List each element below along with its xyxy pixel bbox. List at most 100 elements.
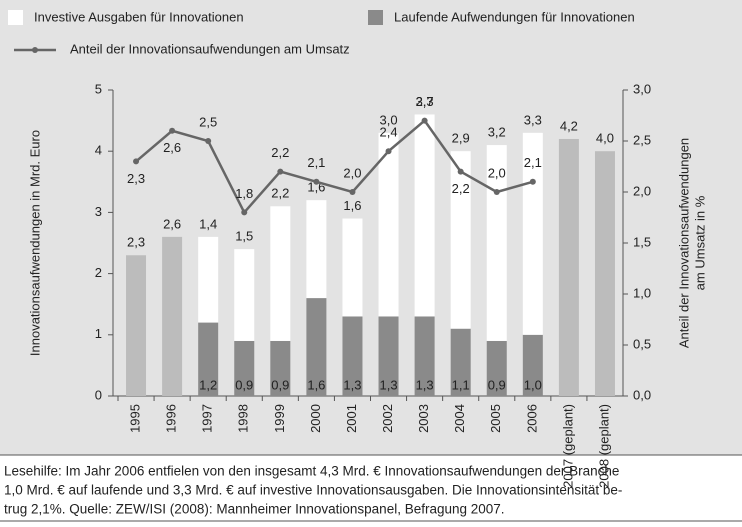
line-point: [385, 148, 392, 155]
y2-axis-label: am Umsatz in %: [692, 195, 707, 290]
bar: [378, 316, 399, 396]
y2-tick-label: 1,0: [633, 285, 651, 300]
data-label: 1,3: [343, 377, 361, 392]
bar: [234, 249, 255, 341]
x-tick-label: 2008 (geplant): [596, 404, 611, 488]
bar: [378, 132, 399, 317]
data-label: 2,2: [452, 181, 470, 196]
bar: [306, 298, 327, 396]
y-tick-label: 2: [95, 265, 102, 280]
data-label: 1,0: [524, 377, 542, 392]
y2-tick-label: 0,5: [633, 336, 651, 351]
y-tick-label: 3: [95, 204, 102, 219]
y2-tick-label: 3,0: [633, 81, 651, 96]
line-point: [133, 158, 140, 165]
line-point: [349, 189, 356, 195]
data-label: 2,2: [271, 186, 289, 201]
line-point: [241, 209, 248, 216]
y2-tick-label: 1,5: [633, 234, 651, 249]
bar: [162, 236, 183, 396]
x-tick-label: 2000: [308, 404, 323, 433]
legend-swatch: [368, 10, 383, 25]
bar: [522, 334, 543, 396]
data-label: 2,6: [163, 140, 181, 155]
line-point: [169, 127, 176, 134]
data-label: 1,8: [235, 186, 253, 201]
x-tick-label: 2004: [452, 404, 467, 433]
bar: [198, 236, 219, 323]
data-label: 2,3: [127, 171, 145, 186]
bar: [414, 114, 435, 317]
legend-label: Anteil der Innovationsaufwendungen am Um…: [70, 41, 350, 56]
y-tick-label: 4: [95, 143, 102, 158]
note: trug 2,1%. Quelle: ZEW/ISI (2008): Mannh…: [4, 502, 505, 517]
x-tick-label: 1996: [164, 404, 179, 433]
data-label: 2,3: [127, 235, 145, 250]
legend-label: Investive Ausgaben für Innovationen: [34, 9, 244, 24]
data-label: 1,1: [452, 377, 470, 392]
line: [135, 118, 534, 215]
bar: [486, 340, 507, 396]
x-tick-label: 2001: [344, 404, 359, 433]
x-tick-label: 1998: [236, 404, 251, 433]
bar: [558, 138, 579, 396]
bar: [270, 340, 291, 396]
legend-swatch: [8, 10, 23, 25]
data-label: 2,0: [488, 165, 506, 180]
line-point: [457, 168, 464, 175]
data-label: 0,9: [488, 377, 506, 392]
bar: [198, 322, 219, 396]
data-label: 1,6: [307, 377, 325, 392]
data-label: 3,3: [524, 112, 542, 127]
y2-tick-label: 0,0: [633, 387, 651, 402]
x-tick-label: 2006: [524, 404, 539, 433]
line-point: [421, 117, 428, 124]
x-tick-label: 1999: [272, 404, 287, 433]
bar: [414, 316, 435, 396]
bar: [126, 255, 147, 396]
data-label: 1,3: [416, 377, 434, 392]
data-label: 3,2: [488, 125, 506, 140]
bar: [270, 206, 291, 341]
bar: [450, 328, 471, 396]
legend-point: [32, 47, 38, 53]
data-label: 2,5: [199, 114, 217, 129]
data-label: 1,2: [199, 377, 217, 392]
legend-label: Laufende Aufwendungen für Innovationen: [394, 9, 635, 24]
data-label: 1,6: [343, 198, 361, 213]
data-label: 2,9: [452, 131, 470, 146]
x-tick-label: 1997: [200, 404, 215, 433]
y2-axis-label: Anteil der Innovationsaufwendungen: [676, 138, 691, 348]
bar: [594, 151, 615, 396]
data-label: 1,5: [235, 229, 253, 244]
data-label: 4,2: [560, 118, 578, 133]
line-point: [205, 138, 212, 144]
data-label: 2,1: [524, 155, 542, 170]
y2-tick-label: 2,5: [633, 132, 651, 147]
x-tick-label: 2005: [488, 404, 503, 433]
bar: [342, 218, 363, 317]
data-label: 0,9: [271, 377, 289, 392]
line-point: [529, 178, 536, 185]
data-label: 2,7: [416, 94, 434, 109]
bar: [450, 151, 471, 329]
data-label: 1,3: [379, 377, 397, 392]
bar: [306, 200, 327, 299]
line-point: [493, 189, 500, 195]
y-tick-label: 1: [95, 326, 102, 341]
data-label: 4,0: [596, 131, 614, 146]
y-axis-label: Innovationsaufwendungen in Mrd. Euro: [27, 130, 42, 356]
note: 1,0 Mrd. € auf laufende und 3,3 Mrd. € a…: [4, 483, 622, 498]
line-point: [313, 178, 320, 185]
x-tick-label: 2002: [380, 404, 395, 433]
y-tick-label: 5: [95, 81, 102, 96]
note: Lesehilfe: Im Jahr 2006 entfielen von de…: [4, 464, 619, 479]
x-tick-label: 2007 (geplant): [560, 404, 575, 488]
x-tick-label: 1995: [127, 404, 142, 433]
bar: [342, 316, 363, 396]
y-tick-label: 0: [95, 387, 102, 402]
bar: [486, 145, 507, 341]
line-point: [277, 168, 284, 175]
data-label: 2,4: [379, 125, 397, 140]
